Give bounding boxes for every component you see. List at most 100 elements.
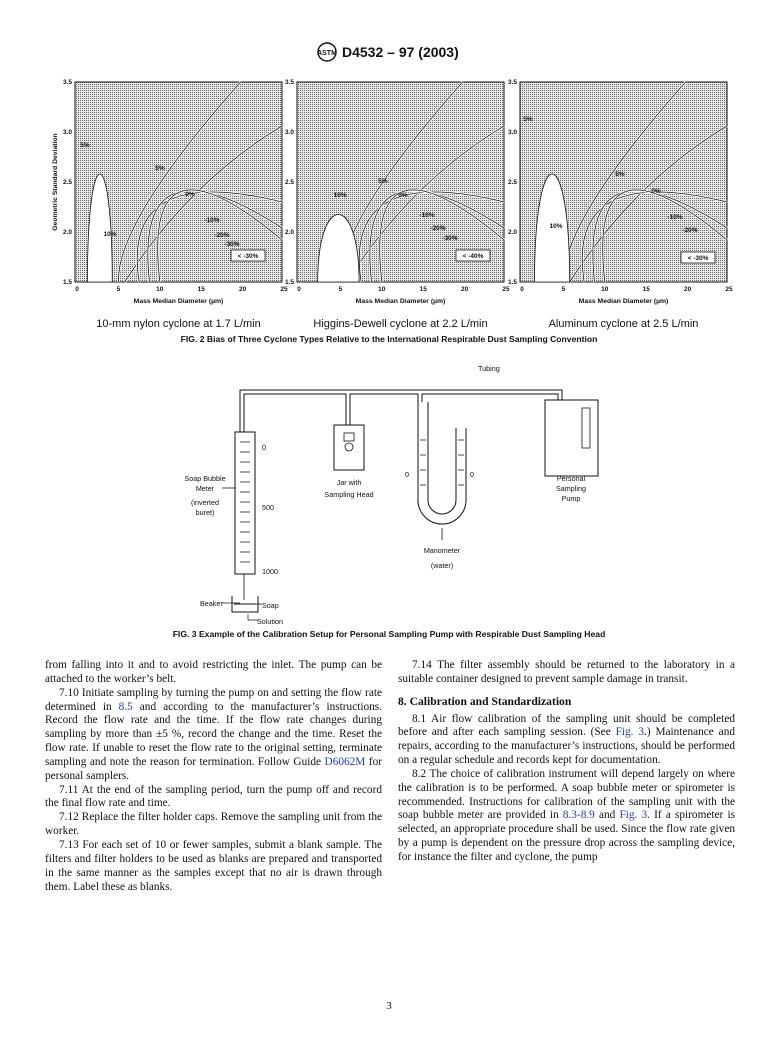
label: 0	[470, 470, 474, 479]
x-axis-label: Mass Median Diameter (µm)	[134, 298, 224, 305]
panel-caption: Aluminum cyclone at 2.5 L/min	[549, 318, 699, 330]
x-tick-label: 15	[643, 286, 651, 293]
x-tick-label: 25	[280, 286, 288, 293]
y-tick-label: 1.5	[63, 279, 72, 286]
y-tick-label: 2.5	[508, 179, 517, 186]
panel-caption: Higgins-Dewell cyclone at 2.2 L/min	[313, 318, 487, 330]
contour-label: -20%	[430, 225, 445, 232]
x-tick-label: 5	[339, 286, 343, 293]
label: Manometer	[424, 546, 461, 555]
figures: ASTM D4532 – 97 (2003) 5%5%0%-10%-20%-30…	[52, 42, 733, 639]
contour-label: -30%	[442, 235, 457, 242]
x-tick-label: 5	[562, 286, 566, 293]
text-run: .) Maintenance and repairs, according to…	[398, 726, 735, 767]
contour-label: 0%	[398, 192, 408, 199]
legend: < -30%	[238, 253, 259, 260]
text-run: for personal samplers.	[45, 755, 382, 782]
contour	[581, 191, 728, 283]
contour	[157, 189, 283, 283]
y-tick-label: 1.5	[508, 279, 517, 286]
y-tick-label: 3.5	[285, 79, 294, 86]
text-run: 7.13 For each set of 10 or fewer samples…	[45, 838, 382, 893]
paragraph: from falling into it and to avoid restri…	[45, 659, 382, 687]
text-run: . If a spirometer is selected, an approp…	[398, 809, 735, 863]
contour-label: 0%	[185, 191, 195, 198]
label: Beaker	[200, 599, 223, 608]
text-run: and according to the manufacturer’s inst…	[45, 700, 383, 768]
y-tick-label: 3.0	[285, 129, 294, 136]
label: 0	[262, 443, 266, 452]
text-run: 7.11 At the end of the sampling period, …	[45, 783, 382, 810]
y-tick-label: 2.5	[285, 179, 294, 186]
text-run: 7.12 Replace the filter holder caps. Rem…	[45, 811, 382, 838]
label: buret)	[196, 508, 215, 517]
figure-caption: FIG. 3 Example of the Calibration Setup …	[173, 629, 606, 639]
label: Solution	[257, 617, 283, 626]
label: Pump	[562, 494, 581, 503]
text-run: from falling into it and to avoid restri…	[45, 659, 382, 685]
figure-caption: FIG. 2 Bias of Three Cyclone Types Relat…	[181, 334, 598, 344]
paragraph: 7.13 For each set of 10 or fewer samples…	[45, 839, 382, 894]
legend: < -30%	[688, 255, 709, 262]
astm-logo: ASTM	[317, 42, 337, 62]
contour-label: 10%	[103, 231, 116, 238]
x-tick-label: 20	[461, 286, 469, 293]
paragraph: 8.1 Air flow calibration of the sampling…	[398, 713, 735, 768]
cross-reference[interactable]: D6062M	[324, 755, 366, 768]
y-tick-label: 2.5	[63, 179, 72, 186]
right-column: 7.14 The filter assembly should be retur…	[398, 659, 735, 865]
label: Jar with	[337, 478, 362, 487]
label: (water)	[431, 561, 453, 570]
left-column: from falling into it and to avoid restri…	[45, 659, 382, 894]
label: 1000	[262, 567, 278, 576]
x-tick-label: 0	[297, 286, 301, 293]
label: Soap Bubble	[184, 474, 225, 483]
y-tick-label: 3.5	[63, 79, 72, 86]
contour	[118, 81, 241, 283]
contour-label: 5%	[378, 178, 388, 185]
x-tick-label: 20	[684, 286, 692, 293]
label: Personal	[557, 474, 586, 483]
y-tick-label: 3.5	[508, 79, 517, 86]
x-tick-label: 0	[75, 286, 79, 293]
contour-label: -20%	[682, 227, 697, 234]
contour-label: 5%	[523, 116, 533, 123]
paragraph: 7.14 The filter assembly should be retur…	[398, 659, 735, 687]
y-tick-label: 3.0	[508, 129, 517, 136]
text-run: 7.10 Initiate sampling by turning the pu…	[45, 686, 382, 713]
y-tick-label: 2.0	[63, 229, 72, 236]
figure-2: 5% 5% 0% -10% -20% -30% 10% < -30% 1.5 2.0 2.5 3.0 3…	[52, 79, 733, 330]
paragraph: 8.2 The choice of calibration instrument…	[398, 768, 735, 865]
y-tick-label: 1.5	[285, 279, 294, 286]
x-tick-label: 10	[601, 286, 609, 293]
legend: < -40%	[463, 253, 484, 260]
text-run: 8.2 The choice of calibration instrument…	[398, 767, 735, 822]
contour-label: -20%	[214, 232, 229, 239]
x-tick-label: 15	[420, 286, 428, 293]
contour	[379, 189, 505, 283]
cross-reference[interactable]: Fig. 3	[615, 726, 645, 739]
contour-label: 10%	[333, 192, 346, 199]
text-run: 8.1 Air flow calibration of the sampling…	[398, 712, 735, 739]
x-tick-label: 25	[502, 286, 510, 293]
x-tick-label: 5	[117, 286, 121, 293]
cross-reference[interactable]: Fig. 3	[619, 809, 648, 822]
contour-label: -10%	[204, 217, 219, 224]
label: 500	[262, 503, 274, 512]
contour-label: -30%	[224, 241, 239, 248]
label: Sampling Head	[324, 490, 373, 499]
paragraph: 7.10 Initiate sampling by turning the pu…	[45, 687, 382, 784]
label: Sampling	[556, 484, 586, 493]
cross-reference[interactable]: 8.5	[118, 700, 133, 713]
x-tick-label: 25	[725, 286, 733, 293]
legend-box	[455, 249, 491, 262]
paragraph: 7.11 At the end of the sampling period, …	[45, 784, 382, 812]
section-heading: 8. Calibration and Standardization	[398, 694, 572, 708]
cross-reference[interactable]: 8.3-8.9	[562, 809, 595, 822]
contour-label: 0%	[651, 188, 661, 195]
panel-caption: 10-mm nylon cyclone at 1.7 L/min	[96, 318, 260, 330]
svg-text:ASTM: ASTM	[317, 50, 337, 57]
x-tick-label: 15	[198, 286, 206, 293]
label: Soap	[262, 601, 279, 610]
